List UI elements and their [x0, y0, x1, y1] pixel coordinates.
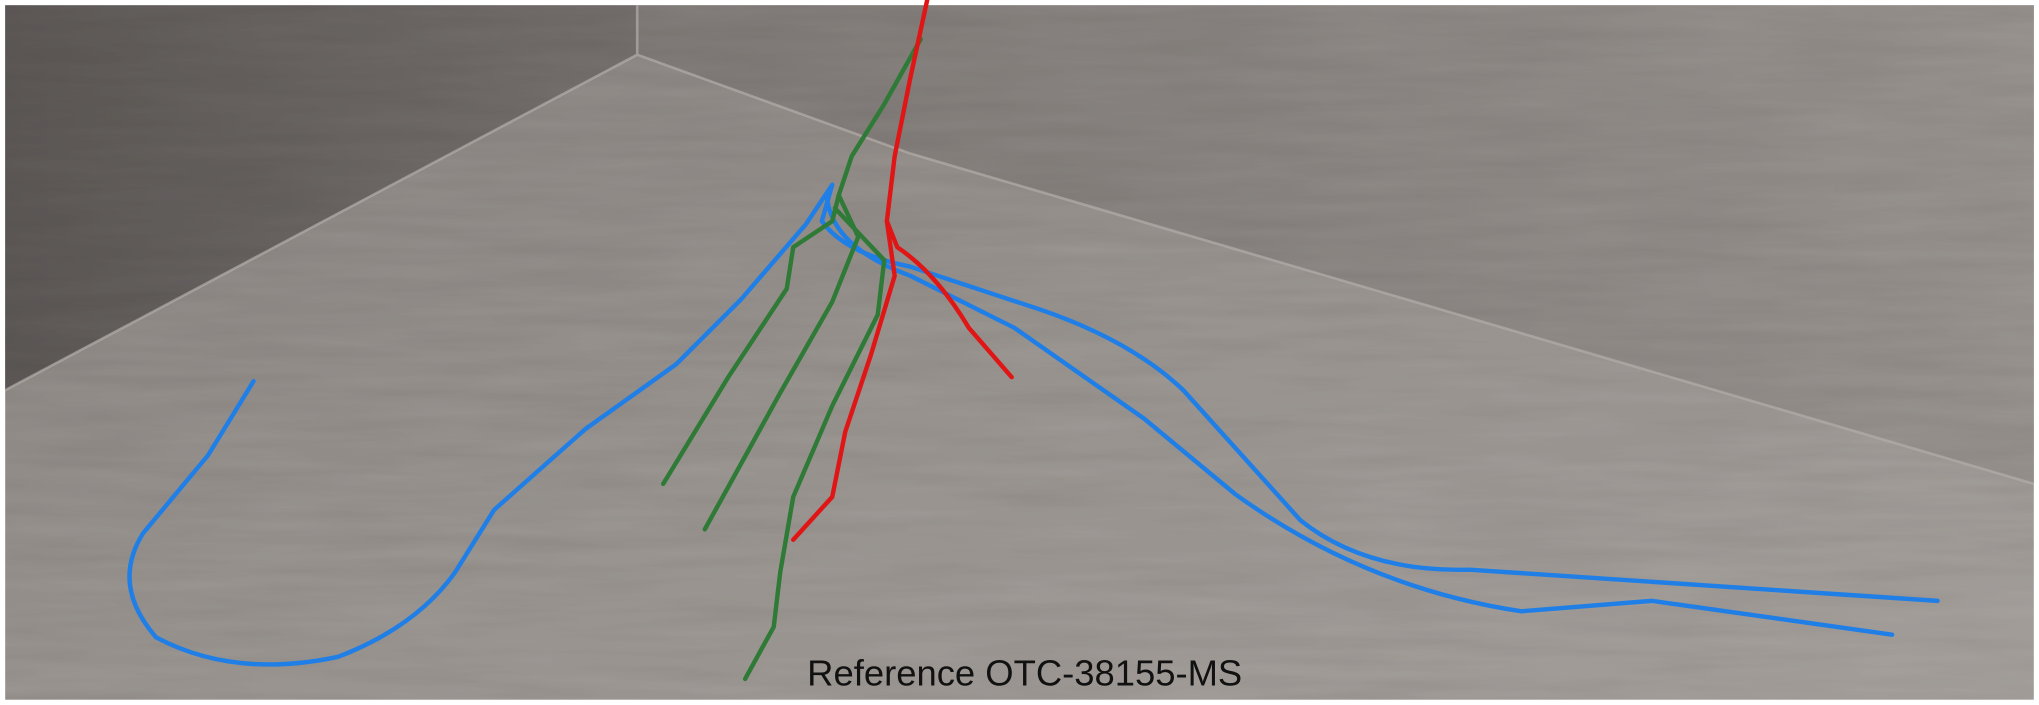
page: Reference OTC-38155-MS {"caption": "Refe… [0, 0, 2039, 705]
reference-caption: Reference OTC-38155-MS [807, 652, 1242, 693]
seismic-volume [5, 5, 2034, 699]
seismic-cube-view: Reference OTC-38155-MS [0, 0, 2039, 705]
